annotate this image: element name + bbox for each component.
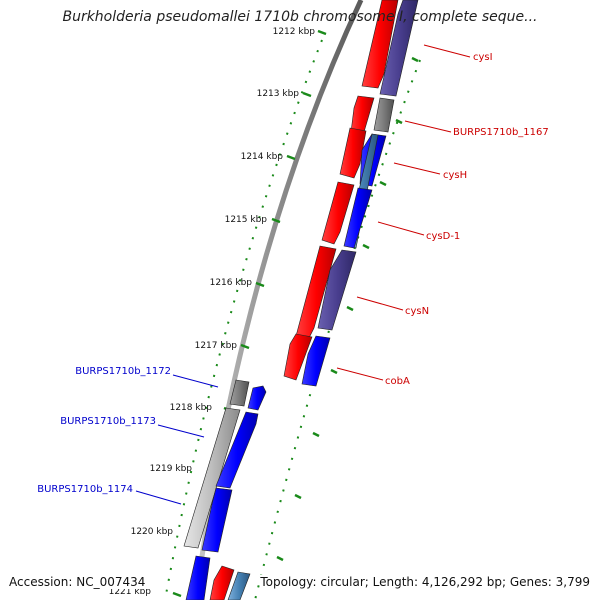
ruler-label: 1220 kbp	[131, 527, 174, 537]
outer-tick-marks	[276, 56, 419, 562]
gene-feature-lower-blue[interactable]	[185, 555, 211, 600]
gene-feature-lower-steel[interactable]	[227, 571, 251, 600]
gene-feature-BURPS1710b_1172-gray[interactable]	[229, 379, 250, 407]
gene-label-cysI[interactable]: cysI	[473, 52, 493, 63]
ruler-labels: 1212 kbp 1213 kbp 1214 kbp 1215 kbp 1216…	[109, 27, 316, 597]
ruler-label: 1213 kbp	[257, 89, 300, 99]
label-leader-lines	[135, 44, 471, 505]
gene-labels-forward: cysI BURPS1710b_1167 cysH cysD-1 cysN co…	[385, 52, 549, 387]
gene-feature-cysD-reverse[interactable]	[343, 187, 373, 249]
ruler-label: 1214 kbp	[241, 152, 284, 162]
gene-labels-reverse: BURPS1710b_1172 BURPS1710b_1173 BURPS171…	[37, 366, 171, 495]
forward-strand-track	[283, 0, 399, 381]
ruler-label: 1215 kbp	[225, 215, 268, 225]
ruler-label: 1216 kbp	[210, 278, 253, 288]
gene-feature-BURPS1710b_1173-silver[interactable]	[183, 407, 241, 549]
gene-label-cysH[interactable]: cysH	[443, 170, 467, 181]
gene-label-BURPS1710b_1174[interactable]: BURPS1710b_1174	[37, 484, 133, 495]
ruler-label: 1212 kbp	[273, 27, 316, 37]
gene-label-BURPS1710b_1167[interactable]: BURPS1710b_1167	[453, 127, 549, 138]
gene-label-cysN[interactable]: cysN	[405, 306, 429, 317]
gene-feature-BURPS1710b_1172[interactable]	[247, 385, 267, 411]
outer-guide-line	[254, 59, 421, 600]
map-title: Burkholderia pseudomallei 1710b chromoso…	[62, 9, 538, 25]
gene-feature-cysN-reverse[interactable]	[317, 249, 357, 331]
reverse-strand-track	[301, 0, 419, 387]
ruler-label: 1217 kbp	[195, 341, 238, 351]
ruler-guide-line	[164, 39, 323, 600]
gene-label-BURPS1710b_1172[interactable]: BURPS1710b_1172	[75, 366, 171, 377]
accession-text: Accession: NC_007434	[9, 575, 146, 589]
gene-feature-cysI-cds[interactable]	[361, 0, 399, 89]
gene-feature-BURPS1710b_1167[interactable]	[373, 97, 395, 133]
gene-feature-cysN-cds[interactable]	[295, 245, 337, 341]
gene-feature-BURPS1710b_1173[interactable]	[215, 411, 259, 489]
ruler-label: 1219 kbp	[150, 464, 193, 474]
lower-feature-track	[183, 379, 267, 600]
gene-label-cysD-1[interactable]: cysD-1	[426, 231, 460, 242]
ruler-label: 1221 kbp	[109, 587, 152, 597]
gene-feature-BURPS1710b_1174[interactable]	[201, 487, 233, 553]
gene-feature-cysH-cds[interactable]	[339, 127, 367, 179]
gene-feature-cysD-cds[interactable]	[321, 181, 355, 245]
gene-feature-cysI-reverse[interactable]	[379, 0, 419, 97]
gene-label-cobA[interactable]: cobA	[385, 376, 410, 387]
gene-feature-cobA-cds[interactable]	[283, 333, 313, 381]
genome-summary-text: Topology: circular; Length: 4,126,292 bp…	[260, 575, 590, 589]
gene-feature-lower-red[interactable]	[209, 565, 235, 600]
gene-label-BURPS1710b_1173[interactable]: BURPS1710b_1173	[60, 416, 156, 427]
gene-feature-cobA-reverse[interactable]	[301, 335, 331, 387]
ruler-label: 1218 kbp	[170, 403, 213, 413]
